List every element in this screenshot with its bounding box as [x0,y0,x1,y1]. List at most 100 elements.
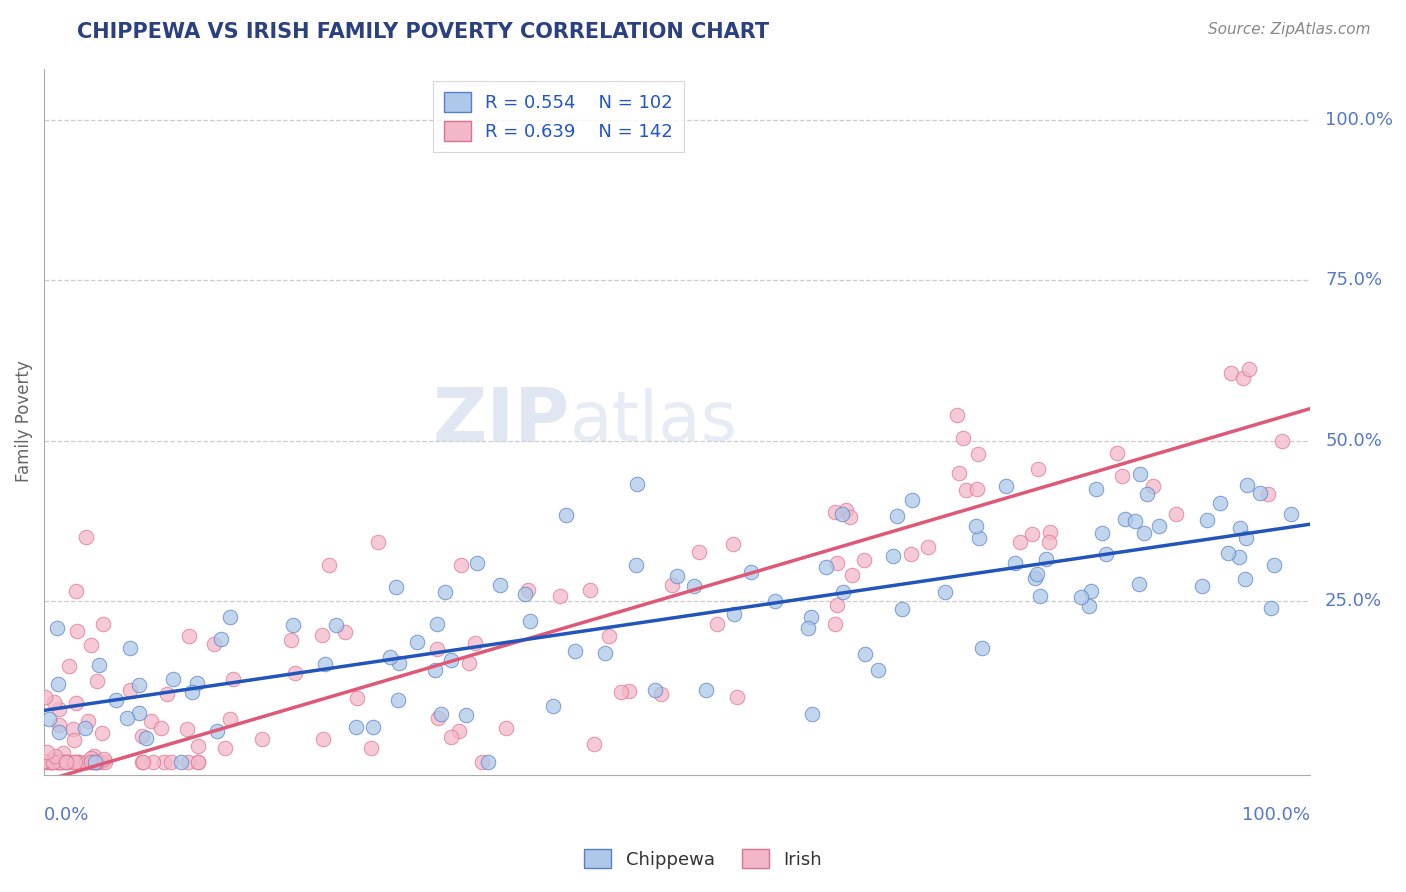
Point [1191,579,1213,593]
Point [39,755,62,769]
Point [77,714,100,729]
Point [495,721,517,735]
Point [214,740,236,755]
Point [831,507,853,521]
Point [626,476,648,491]
Point [205,724,228,739]
Point [900,547,922,561]
Point [318,558,340,572]
Point [39,755,62,769]
Point [610,685,633,699]
Legend: Chippewa, Irish: Chippewa, Irish [576,841,830,876]
Point [55,755,77,769]
Text: 100.0%: 100.0% [1241,806,1310,824]
Point [280,632,302,647]
Point [1114,511,1136,525]
Point [841,568,863,582]
Point [1147,519,1170,533]
Point [688,545,710,559]
Point [619,684,641,698]
Point [1237,361,1260,376]
Point [1039,524,1062,539]
Point [91,726,114,740]
Point [132,755,155,769]
Point [434,585,457,599]
Point [800,610,823,624]
Point [87,657,110,672]
Point [890,602,912,616]
Point [75,530,97,544]
Text: atlas: atlas [569,388,737,455]
Point [1091,526,1114,541]
Point [162,672,184,686]
Point [427,711,450,725]
Point [1279,507,1302,521]
Point [53,755,76,769]
Point [426,642,449,657]
Point [1249,485,1271,500]
Point [1111,468,1133,483]
Text: ZIP: ZIP [432,385,569,458]
Point [128,706,150,720]
Point [135,731,157,745]
Point [80,750,103,764]
Point [44,755,66,769]
Point [1218,546,1240,560]
Point [62,722,84,736]
Point [34,690,56,704]
Point [90,755,112,769]
Point [325,618,347,632]
Point [63,755,86,769]
Point [46,677,69,691]
Point [1142,479,1164,493]
Point [385,580,408,594]
Text: 25.0%: 25.0% [1324,592,1382,610]
Point [900,493,922,508]
Point [1236,477,1258,491]
Point [333,624,356,639]
Point [423,663,446,677]
Point [1080,583,1102,598]
Point [66,755,89,769]
Point [917,540,939,554]
Point [176,722,198,736]
Point [706,617,728,632]
Point [955,483,977,497]
Point [118,640,141,655]
Point [825,556,848,570]
Point [388,656,411,670]
Point [44,749,66,764]
Point [156,688,179,702]
Point [344,720,367,734]
Point [65,624,87,639]
Point [579,582,602,597]
Point [797,621,820,635]
Point [52,746,75,760]
Point [541,699,564,714]
Point [361,720,384,734]
Point [63,755,86,769]
Point [177,629,200,643]
Point [117,711,139,725]
Point [346,690,368,705]
Point [1026,461,1049,475]
Point [457,656,479,670]
Point [1209,496,1232,510]
Point [650,687,672,701]
Point [824,505,846,519]
Point [170,755,193,769]
Point [966,483,988,497]
Point [515,587,537,601]
Point [465,556,488,570]
Point [367,534,389,549]
Point [1128,576,1150,591]
Point [219,712,242,726]
Point [853,647,876,661]
Point [430,706,453,721]
Point [1164,507,1187,521]
Point [46,755,69,769]
Point [624,558,647,572]
Point [48,755,70,769]
Point [187,755,209,769]
Point [153,755,176,769]
